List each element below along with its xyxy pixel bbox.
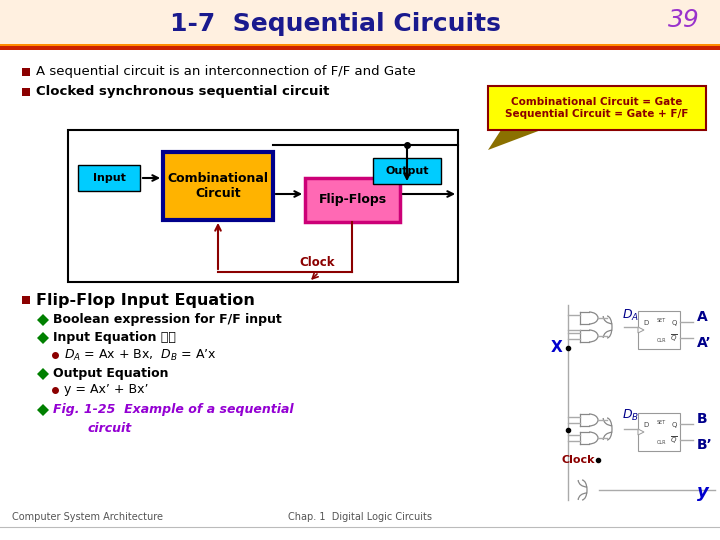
Text: 1-7  Sequential Circuits: 1-7 Sequential Circuits [170, 12, 500, 36]
Text: X: X [551, 341, 563, 355]
Text: D: D [643, 422, 648, 428]
Polygon shape [488, 130, 541, 150]
Text: $\overline{Q}$: $\overline{Q}$ [670, 434, 678, 446]
Bar [22, 88, 30, 96]
Bar [68, 130, 458, 282]
Text: Computer System Architecture: Computer System Architecture [12, 512, 163, 522]
Text: Combinational
Circuit: Combinational Circuit [168, 172, 269, 200]
Text: Combinational Circuit = Gate
Sequential Circuit = Gate + F/F: Combinational Circuit = Gate Sequential … [505, 97, 689, 119]
Text: D: D [643, 320, 648, 326]
Bar [0, 0, 720, 46]
Text: Flip-Flops: Flip-Flops [318, 193, 387, 206]
Text: Input: Input [93, 173, 125, 183]
Polygon shape [37, 368, 49, 380]
Bar [638, 413, 680, 451]
Text: A sequential circuit is an interconnection of F/F and Gate: A sequential circuit is an interconnecti… [36, 65, 415, 78]
Text: $D_A$: $D_A$ [622, 307, 639, 322]
Polygon shape [37, 404, 49, 416]
Text: $D_A$ = Ax + Bx,  $D_B$ = A’x: $D_A$ = Ax + Bx, $D_B$ = A’x [64, 347, 217, 362]
FancyBboxPatch shape [78, 165, 140, 191]
FancyBboxPatch shape [305, 178, 400, 222]
Text: SET: SET [657, 318, 666, 322]
Text: Q: Q [672, 422, 678, 428]
Text: circuit: circuit [88, 422, 132, 435]
Text: B’: B’ [697, 438, 713, 452]
Bar [22, 296, 30, 304]
Text: A’: A’ [697, 336, 711, 350]
Text: Chap. 1  Digital Logic Circuits: Chap. 1 Digital Logic Circuits [288, 512, 432, 522]
Text: A: A [697, 310, 708, 324]
FancyBboxPatch shape [488, 86, 706, 130]
Text: Clocked synchronous sequential circuit: Clocked synchronous sequential circuit [36, 85, 329, 98]
Text: $D_B$: $D_B$ [622, 408, 639, 422]
Text: Output: Output [385, 166, 428, 176]
Text: CLR: CLR [657, 338, 667, 342]
FancyBboxPatch shape [373, 158, 441, 184]
Text: 39: 39 [668, 8, 700, 32]
FancyBboxPatch shape [163, 152, 273, 220]
Bar [0, 46, 720, 50]
Text: y: y [697, 483, 708, 501]
Text: Clock: Clock [300, 256, 335, 269]
Polygon shape [37, 332, 49, 344]
Text: Input Equation 예제: Input Equation 예제 [53, 332, 176, 345]
Text: SET: SET [657, 420, 666, 424]
Bar [22, 68, 30, 76]
Polygon shape [37, 314, 49, 326]
Text: y = Ax’ + Bx’: y = Ax’ + Bx’ [64, 383, 148, 396]
Text: Output Equation: Output Equation [53, 368, 168, 381]
Polygon shape [638, 429, 644, 435]
Text: Clock: Clock [562, 455, 595, 465]
Text: Flip-Flop Input Equation: Flip-Flop Input Equation [36, 293, 255, 307]
Text: $\overline{Q}$: $\overline{Q}$ [670, 333, 678, 343]
Text: CLR: CLR [657, 440, 667, 444]
Bar [638, 311, 680, 349]
Text: Q: Q [672, 320, 678, 326]
Text: B: B [697, 412, 708, 426]
Text: Fig. 1-25  Example of a sequential: Fig. 1-25 Example of a sequential [53, 403, 294, 416]
Bar [0, 44, 720, 47]
Text: Boolean expression for F/F input: Boolean expression for F/F input [53, 314, 282, 327]
Polygon shape [638, 327, 644, 333]
